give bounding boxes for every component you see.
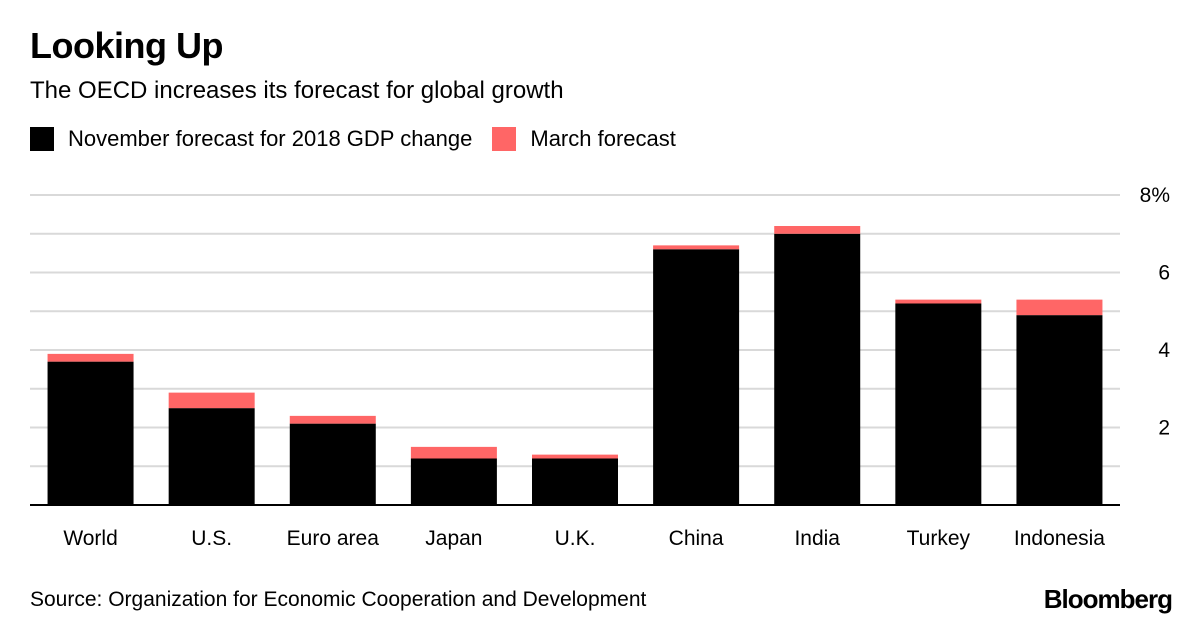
bar-november	[895, 303, 982, 505]
bar-november	[289, 423, 376, 505]
bar-march	[289, 415, 376, 424]
chart-title: Looking Up	[30, 25, 223, 66]
bar-november	[532, 458, 618, 505]
y-tick-label: 2	[1158, 417, 1170, 440]
legend-item-november: November forecast for 2018 GDP change	[30, 127, 472, 151]
axes: World U.S. Euro area Japan U.K. China India Tur…	[30, 184, 1170, 550]
x-tick-label: U.S.	[191, 527, 232, 550]
bar-march	[410, 446, 497, 459]
bar-november	[774, 233, 861, 505]
legend: November forecast for 2018 GDP change Ma…	[30, 127, 696, 151]
x-tick-label: U.K.	[555, 527, 596, 550]
bar-march	[1016, 299, 1103, 316]
x-tick-label: Euro area	[287, 527, 380, 550]
y-tick-label: 6	[1158, 262, 1170, 285]
y-tick-label: 8%	[1140, 184, 1170, 207]
bar-march	[47, 353, 134, 362]
bar-november	[47, 361, 134, 505]
legend-swatch-november	[30, 127, 54, 151]
bar-march	[168, 392, 255, 409]
bar-november	[168, 408, 255, 505]
x-tick-label: Indonesia	[1014, 527, 1105, 550]
bar-march	[895, 299, 982, 304]
legend-item-march: March forecast	[492, 127, 676, 151]
chart-subtitle: The OECD increases its forecast for glob…	[30, 77, 564, 104]
bars	[47, 226, 1103, 505]
x-tick-label: China	[669, 527, 724, 550]
x-tick-label: Turkey	[907, 527, 971, 550]
legend-label-march: March forecast	[530, 126, 676, 151]
bar-march	[774, 226, 861, 234]
y-tick-label: 4	[1158, 339, 1170, 362]
legend-label-november: November forecast for 2018 GDP change	[68, 126, 473, 151]
x-tick-label: Japan	[425, 527, 482, 550]
x-tick-label: World	[63, 527, 117, 550]
legend-swatch-march	[492, 127, 517, 151]
source-note: Source: Organization for Economic Cooper…	[30, 588, 647, 611]
x-tick-label: India	[794, 527, 840, 550]
bar-november	[653, 249, 740, 505]
bar-march	[532, 454, 618, 459]
bar-march	[653, 245, 740, 250]
bar-november	[410, 458, 497, 505]
bar-november	[1016, 315, 1103, 505]
bloomberg-logo: Bloomberg	[1043, 584, 1173, 614]
